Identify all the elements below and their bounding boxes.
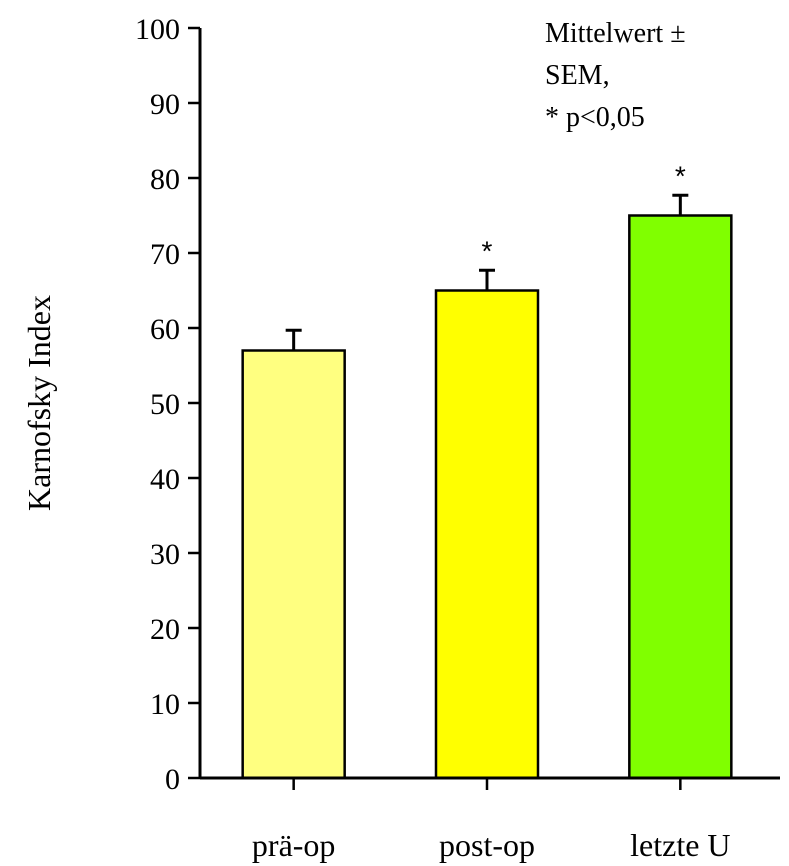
legend-line-1: Mittelwert ± <box>545 18 686 49</box>
y-tick-label: 90 <box>150 88 180 121</box>
significance-marker: * <box>675 160 686 191</box>
legend-line-3: * p<0,05 <box>545 102 645 133</box>
y-axis-ticks: 0 10 20 30 40 50 60 70 80 90 100 <box>135 13 200 796</box>
legend-line-2: SEM, <box>545 60 610 91</box>
significance-markers: ** <box>482 160 686 266</box>
bar <box>434 289 540 780</box>
bars <box>241 214 733 780</box>
x-axis-ticks: prä-op post-op letzte U <box>252 778 731 863</box>
y-tick-label: 60 <box>150 313 180 346</box>
y-tick-label: 30 <box>150 538 180 571</box>
x-tick-label: post-op <box>439 827 535 863</box>
y-tick-label: 100 <box>135 13 180 46</box>
x-tick-label: letzte U <box>630 827 730 863</box>
y-tick-label: 20 <box>150 613 180 646</box>
y-tick-label: 40 <box>150 463 180 496</box>
x-tick-label: prä-op <box>252 827 336 863</box>
error-bars <box>285 193 689 351</box>
y-tick-label: 0 <box>165 763 180 796</box>
bar <box>628 214 733 780</box>
significance-marker: * <box>482 235 493 266</box>
y-tick-label: 70 <box>150 238 180 271</box>
bar <box>241 349 346 780</box>
y-tick-label: 50 <box>150 388 180 421</box>
y-tick-label: 80 <box>150 163 180 196</box>
y-tick-label: 10 <box>150 688 180 721</box>
y-axis-label: Karnofsky Index <box>21 295 57 511</box>
